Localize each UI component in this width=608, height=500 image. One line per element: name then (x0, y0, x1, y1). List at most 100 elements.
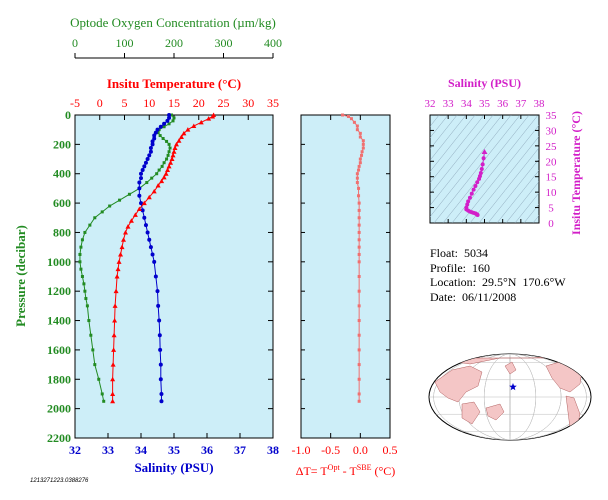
temperature-series-point (110, 398, 116, 404)
temperature-tick-label: 35 (267, 96, 279, 110)
delta-series-point (355, 181, 359, 185)
delta-series-point (357, 289, 361, 293)
map-landmass (504, 361, 517, 375)
oxygen-series-point (88, 223, 92, 227)
delta-series-point (357, 230, 361, 234)
salinity-series-point (147, 237, 152, 242)
salinity-series-point (152, 136, 157, 141)
temperature-series-point (110, 362, 116, 367)
ts-plot-area (429, 114, 540, 224)
delta-tick-label: 0.5 (383, 443, 398, 457)
pressure-tick-label: 400 (53, 167, 71, 181)
salinity-tick-label: 36 (201, 443, 213, 457)
ts-series-point (471, 187, 476, 192)
oxygen-series-point (91, 348, 95, 352)
salinity-series-point (139, 201, 143, 206)
oxygen-tick-label: 300 (215, 36, 233, 50)
density-contour (514, 192, 539, 223)
delta-series-point (341, 113, 345, 117)
ts-salinity-tick-label: 33 (443, 98, 455, 110)
delta-series-point (357, 399, 361, 403)
pressure-tick-label: 600 (53, 196, 71, 210)
salinity-series-point (157, 333, 162, 338)
oxygen-series-point (85, 304, 89, 308)
temperature-series-point (191, 123, 197, 129)
map-landmass (461, 401, 481, 425)
temperature-series-point (146, 194, 152, 200)
oxygen-series-point (127, 192, 131, 196)
oxygen-series-point (79, 267, 83, 271)
temperature-series-point (119, 244, 125, 250)
temperature-series-point (116, 259, 122, 264)
temperature-series-point (151, 188, 157, 194)
pressure-axis-title: Pressure (decibar) (13, 225, 28, 327)
delta-series-point (357, 216, 361, 220)
delta-series-point (358, 135, 362, 139)
oxygen-axis-title: Optode Oxygen Concentration (µm/kg) (70, 15, 276, 30)
temperature-series-point (122, 229, 128, 235)
ts-temperature-tick-label: 5 (548, 203, 554, 215)
temperature-series-point (159, 178, 165, 184)
ts-temperature-tick-label: 15 (546, 172, 558, 184)
delta-series-point (360, 153, 364, 157)
temperature-tick-label: -5 (70, 96, 80, 110)
map-landmass (485, 403, 505, 421)
ts-temperature-tick-label: 35 (546, 110, 558, 122)
temperature-series-point (165, 167, 171, 173)
delta-series-point (357, 260, 361, 264)
salinity-series-point (167, 113, 172, 117)
salinity-axis-title: Salinity (PSU) (134, 460, 213, 475)
oxygen-series-point (118, 198, 122, 202)
salinity-series-point (137, 186, 142, 191)
salinity-series-point (137, 180, 142, 185)
delta-series-point (360, 150, 364, 154)
oxygen-series-point (158, 134, 162, 138)
pressure-tick-label: 800 (53, 225, 71, 239)
ts-series-point (477, 176, 482, 181)
pressure-tick-label: 1400 (47, 314, 71, 328)
ts-series-point (467, 195, 472, 200)
oxygen-series-point (100, 210, 104, 214)
delta-series-point (357, 201, 361, 205)
float-info: Float: 5034 Profile: 160 Location: 29.5°… (430, 246, 566, 304)
oxygen-tick-label: 400 (264, 36, 282, 50)
ts-temperature-tick-label: 0 (548, 218, 554, 230)
pressure-tick-label: 2000 (47, 402, 71, 416)
temperature-series-point (111, 347, 117, 352)
temperature-tick-label: 10 (143, 96, 155, 110)
oxygen-series-point (156, 131, 160, 135)
salinity-series-point (155, 289, 160, 294)
delta-series-point (358, 131, 362, 135)
temperature-series-point (170, 152, 176, 158)
salinity-series-point (148, 146, 153, 151)
salinity-tick-label: 35 (168, 443, 180, 457)
ts-series-point (469, 191, 474, 196)
oxygen-series-point (108, 204, 112, 208)
delta-series-point (357, 208, 361, 212)
temperature-series-point (163, 171, 169, 176)
salinity-series-point (152, 133, 157, 138)
density-contour (487, 158, 539, 223)
delta-series-point (357, 275, 361, 278)
oxygen-series-point (167, 150, 171, 154)
oxygen-series-point (166, 153, 170, 157)
ts-series-point (475, 212, 480, 217)
pressure-tick-label: 0 (65, 108, 71, 122)
oxygen-series-point (168, 146, 172, 150)
float-value: 5034 (464, 246, 489, 260)
location-label: Location: (430, 275, 476, 289)
delta-tick-label: -0.5 (321, 443, 340, 457)
profile-panel: 0200400600800100012001400160018002000220… (13, 15, 282, 475)
salinity-series-point (158, 377, 163, 382)
ts-temperature-tick-label: 30 (546, 125, 558, 137)
float-location-star-icon (509, 383, 517, 391)
profile-label: Profile: (430, 260, 466, 275)
density-contour (469, 136, 539, 223)
delta-series-point (358, 161, 362, 165)
location-value: 29.5°N 170.6°W (481, 275, 566, 289)
salinity-series-point (148, 149, 153, 154)
temperature-tick-label: 0 (97, 96, 103, 110)
temperature-series-point (206, 116, 212, 121)
delta-series-point (357, 186, 361, 190)
salinity-series-point (152, 259, 157, 264)
